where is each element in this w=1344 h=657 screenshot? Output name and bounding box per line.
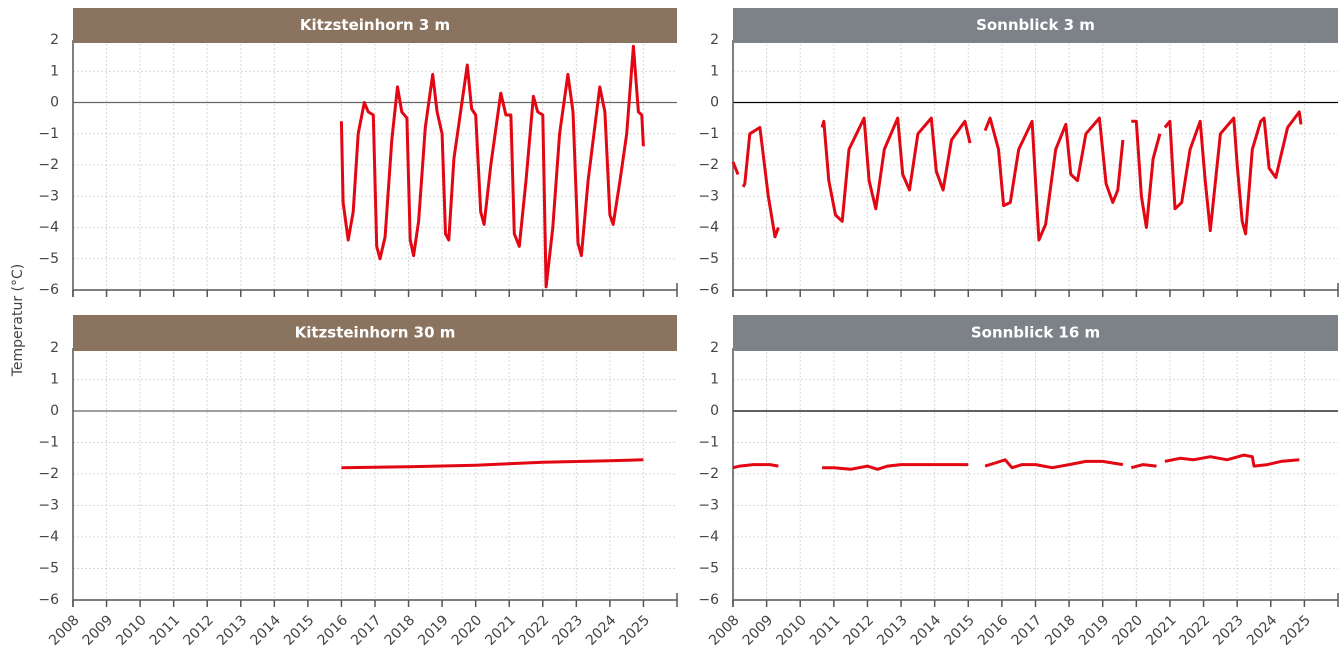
x-tick-label: 2012 [180,612,217,649]
y-tick-label: 1 [710,63,719,79]
x-tick-label: 2013 [214,612,251,649]
y-tick-label: −2 [698,157,719,173]
x-tick-label: 2011 [147,612,184,649]
y-tick-label: −2 [38,466,59,482]
y-tick-label: −1 [698,126,719,142]
y-tick-label: −1 [698,435,719,451]
y-tick-label: −1 [38,126,59,142]
panel-title: Sonnblick 16 m [971,324,1100,342]
y-tick-label: 2 [710,32,719,48]
y-tick-label: −6 [38,592,59,608]
x-tick-label: 2022 [1177,612,1214,649]
x-tick-label: 2018 [382,612,419,649]
y-tick-label: −6 [698,282,719,298]
y-tick-label: −4 [698,529,719,545]
temperature-line [341,46,643,287]
y-tick-label: −3 [38,498,59,514]
x-tick-label: 2014 [908,612,945,649]
temperature-line [733,112,1301,240]
x-tick-label: 2010 [113,612,150,649]
y-tick-label: −2 [38,157,59,173]
y-tick-label: −4 [38,220,59,236]
x-tick-label: 2023 [549,612,586,649]
x-tick-label: 2025 [617,612,654,649]
x-tick-label: 2023 [1210,612,1247,649]
panel-title: Kitzsteinhorn 30 m [295,324,456,342]
y-tick-label: −3 [698,188,719,204]
x-tick-label: 2020 [1109,612,1146,649]
y-tick-label: 0 [710,403,719,419]
x-tick-label: 2022 [516,612,553,649]
x-tick-label: 2019 [1076,612,1113,649]
y-axis-label: Temperatur (°C) [10,264,26,378]
panel-title: Kitzsteinhorn 3 m [300,16,450,34]
y-tick-label: 0 [50,403,59,419]
y-tick-label: 1 [50,372,59,388]
x-tick-label: 2018 [1042,612,1079,649]
x-tick-label: 2017 [1009,612,1046,649]
y-tick-label: 0 [50,95,59,111]
y-tick-label: −5 [38,251,59,267]
y-tick-label: −1 [38,435,59,451]
x-tick-label: 2009 [80,612,117,649]
y-tick-label: −6 [38,282,59,298]
x-tick-label: 2012 [841,612,878,649]
y-tick-label: −3 [38,188,59,204]
x-tick-label: 2025 [1278,612,1315,649]
y-tick-label: −2 [698,466,719,482]
x-tick-label: 2021 [482,612,519,649]
y-tick-label: −3 [698,498,719,514]
x-tick-label: 2009 [740,612,777,649]
x-tick-label: 2017 [348,612,385,649]
y-tick-label: −5 [38,561,59,577]
y-tick-label: −5 [698,251,719,267]
x-tick-label: 2016 [975,612,1012,649]
y-tick-label: −6 [698,592,719,608]
y-tick-label: −4 [698,220,719,236]
x-tick-label: 2008 [46,612,83,649]
y-tick-label: 2 [50,340,59,356]
y-tick-label: 1 [50,63,59,79]
figure: Temperatur (°C) −6 −5 −4 −3 −2 −1 0 1 2 Kitzstein… [0,0,1344,657]
x-tick-label: 2020 [449,612,486,649]
x-tick-label: 2015 [281,612,318,649]
x-tick-label: 2010 [773,612,810,649]
y-tick-label: −5 [698,561,719,577]
x-tick-label: 2024 [1244,612,1281,649]
x-tick-label: 2013 [874,612,911,649]
x-tick-label: 2015 [941,612,978,649]
x-tick-label: 2016 [315,612,352,649]
x-tick-label: 2021 [1143,612,1180,649]
x-tick-label: 2008 [706,612,743,649]
y-tick-label: 0 [710,95,719,111]
panel-title: Sonnblick 3 m [976,16,1095,34]
y-tick-label: −4 [38,529,59,545]
y-tick-label: 1 [710,372,719,388]
x-tick-label: 2019 [415,612,452,649]
temperature-line [341,460,643,468]
y-tick-label: 2 [710,340,719,356]
y-tick-label: 2 [50,32,59,48]
x-tick-label: 2011 [807,612,844,649]
x-tick-label: 2014 [247,612,284,649]
x-tick-label: 2024 [583,612,620,649]
temperature-line [733,455,1299,469]
